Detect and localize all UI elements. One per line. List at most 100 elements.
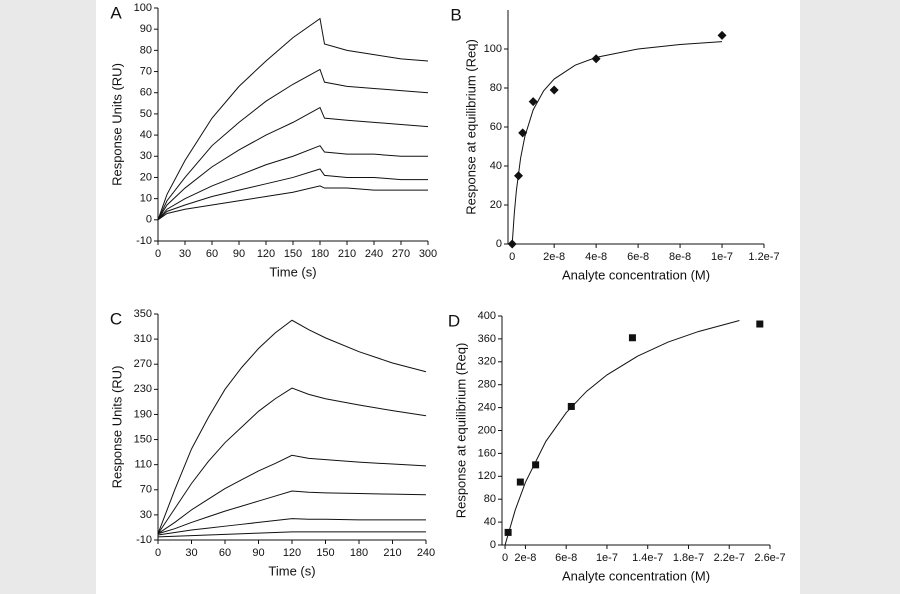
y-tick-label: 100 (484, 43, 502, 55)
y-tick-label: -10 (136, 235, 152, 247)
y-tick-label: 0 (146, 214, 152, 226)
y-tick-label: 80 (490, 82, 502, 94)
data-point (591, 54, 601, 64)
x-axis-label: Analyte concentration (M) (562, 568, 710, 583)
y-tick-label: 40 (490, 160, 502, 172)
figure-background (96, 0, 800, 594)
x-axis-label: Time (s) (268, 563, 315, 578)
x-tick-label: 6e-8 (555, 552, 577, 564)
x-tick-label: 30 (179, 248, 191, 260)
y-tick-label: 0 (496, 238, 502, 250)
x-tick-label: 180 (350, 547, 368, 559)
y-tick-label: 50 (140, 108, 152, 120)
y-axis-label: Response at equilibrium (Req) (463, 39, 478, 215)
fit-curve (511, 41, 723, 245)
x-tick-label: 6e-8 (627, 251, 649, 263)
panel-letter: A (110, 3, 122, 22)
x-tick-label: 120 (257, 248, 275, 260)
data-point (507, 239, 517, 249)
y-tick-label: 280 (478, 379, 496, 391)
x-tick-label: 0 (155, 547, 161, 559)
data-point (567, 402, 575, 410)
y-tick-label: 310 (134, 333, 152, 345)
x-tick-label: 2.6e-7 (754, 552, 785, 564)
x-tick-label: 90 (233, 248, 245, 260)
y-tick-label: 70 (140, 484, 152, 496)
x-tick-label: 210 (338, 248, 356, 260)
y-tick-label: 120 (478, 470, 496, 482)
y-tick-label: 160 (478, 447, 496, 459)
sensorgram-trace (157, 17, 429, 220)
y-tick-label: 70 (140, 65, 152, 77)
x-tick-label: 2e-8 (514, 552, 536, 564)
x-tick-label: 240 (417, 547, 435, 559)
sensorgram-trace (157, 68, 429, 221)
y-tick-label: 240 (478, 402, 496, 414)
x-tick-label: 240 (365, 248, 383, 260)
y-tick-label: 350 (134, 308, 152, 320)
data-point (628, 334, 636, 342)
x-tick-label: 60 (206, 248, 218, 260)
panel-letter: B (450, 5, 461, 24)
x-tick-label: 4e-8 (585, 251, 607, 263)
sensorgram-trace (157, 387, 427, 534)
panel-letter: C (110, 309, 122, 328)
y-tick-label: 110 (134, 459, 152, 471)
x-axis-label: Analyte concentration (M) (562, 267, 710, 282)
x-tick-label: 1e-7 (596, 552, 618, 564)
x-tick-label: 270 (392, 248, 410, 260)
data-point (528, 97, 538, 107)
data-point (756, 320, 764, 328)
y-tick-label: 40 (484, 516, 496, 528)
x-tick-label: 1.4e-7 (632, 552, 663, 564)
y-tick-label: 150 (134, 433, 152, 445)
y-tick-label: 30 (140, 150, 152, 162)
sensorgram-trace (157, 518, 426, 536)
sensorgram-trace (157, 490, 427, 535)
data-point (518, 128, 528, 138)
x-tick-label: 8e-8 (669, 251, 691, 263)
y-tick-label: 20 (490, 199, 502, 211)
x-tick-label: 90 (252, 547, 264, 559)
x-tick-label: 1e-7 (711, 251, 733, 263)
y-tick-label: 400 (478, 310, 496, 322)
data-point (513, 171, 523, 181)
x-tick-label: 0 (155, 248, 161, 260)
data-point (532, 461, 540, 469)
x-tick-label: 0 (502, 552, 508, 564)
x-tick-label: 1.2e-7 (748, 251, 779, 263)
y-tick-label: 60 (490, 121, 502, 133)
y-tick-label: 200 (478, 424, 496, 436)
panel-letter: D (448, 311, 460, 330)
sensorgram-trace (157, 168, 428, 221)
y-axis-label: Response at equilibrium (Req) (453, 343, 468, 519)
y-tick-label: 60 (140, 87, 152, 99)
y-tick-label: 270 (134, 358, 152, 370)
y-tick-label: 230 (134, 383, 152, 395)
x-tick-label: 150 (284, 248, 302, 260)
x-tick-label: 0 (509, 251, 515, 263)
data-point (549, 85, 559, 95)
y-axis-label: Response Units (RU) (109, 63, 124, 186)
y-tick-label: 20 (140, 171, 152, 183)
sensorgram-trace (157, 106, 429, 221)
sensorgram-trace (157, 185, 428, 221)
x-tick-label: 2.2e-7 (714, 552, 745, 564)
x-tick-label: 2e-8 (543, 251, 565, 263)
x-axis-label: Time (s) (269, 264, 316, 279)
y-tick-label: 80 (140, 44, 152, 56)
x-tick-label: 60 (219, 547, 231, 559)
y-tick-label: -10 (136, 534, 152, 546)
y-tick-label: 80 (484, 493, 496, 505)
x-tick-label: 210 (383, 547, 401, 559)
data-point (504, 528, 512, 536)
sensorgram-trace (157, 531, 426, 538)
data-point (717, 30, 727, 40)
y-tick-label: 10 (140, 193, 152, 205)
sensorgram-trace (157, 319, 427, 534)
data-point (516, 478, 524, 486)
y-tick-label: 360 (478, 333, 496, 345)
y-tick-label: 90 (140, 23, 152, 35)
x-tick-label: 1.8e-7 (673, 552, 704, 564)
